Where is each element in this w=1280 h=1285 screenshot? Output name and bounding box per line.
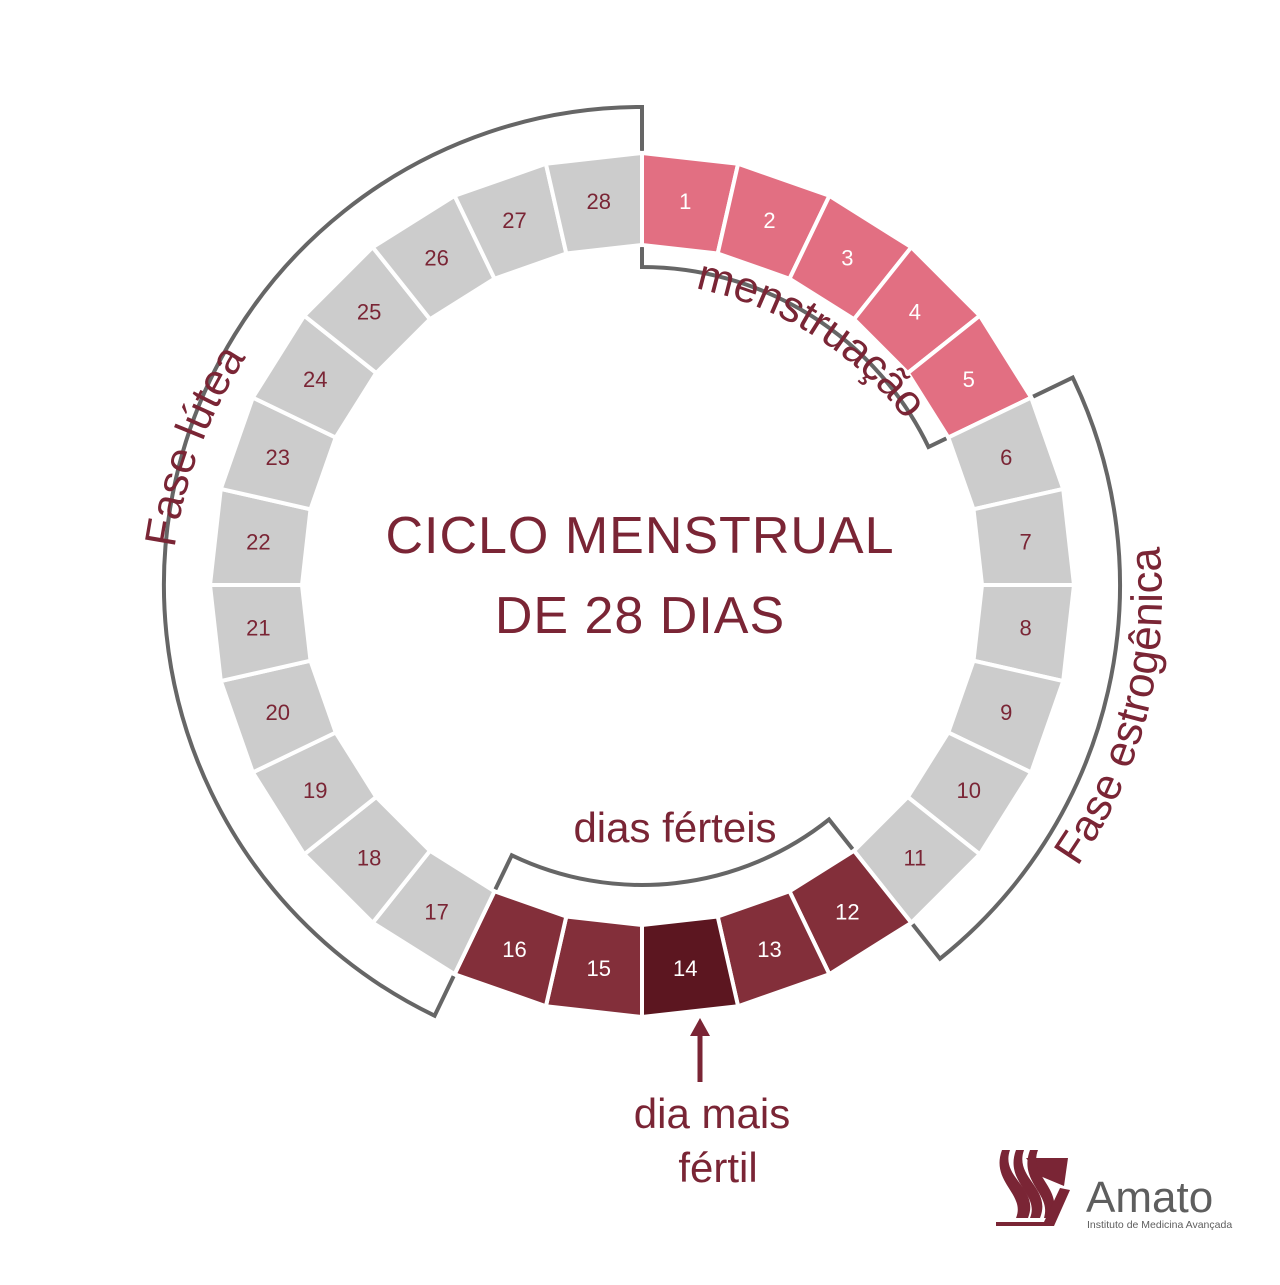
day-number-6: 6 xyxy=(1000,445,1012,470)
day-number-27: 27 xyxy=(502,208,526,233)
day-number-21: 21 xyxy=(246,616,270,641)
day-number-8: 8 xyxy=(1019,616,1031,641)
menstruation-bracket xyxy=(640,247,948,450)
day-number-17: 17 xyxy=(424,899,448,924)
day-number-24: 24 xyxy=(303,367,327,392)
day-number-23: 23 xyxy=(265,445,289,470)
day-number-20: 20 xyxy=(265,700,289,725)
day-number-14: 14 xyxy=(673,956,697,981)
day-number-28: 28 xyxy=(587,189,611,214)
diagram-title-line1: CICLO MENSTRUAL xyxy=(385,507,895,565)
day-number-25: 25 xyxy=(357,300,381,325)
peak-day-arrow xyxy=(690,1018,710,1082)
day-segment-28 xyxy=(543,150,644,256)
day-number-16: 16 xyxy=(502,937,526,962)
luteal-phase-bracket xyxy=(161,104,644,1019)
peak-day-label-line2: fértil xyxy=(678,1144,757,1191)
amato-logo-name: Amato xyxy=(1086,1173,1213,1222)
day-segments: 1234567891011121314151617181920212223242… xyxy=(207,150,1077,1020)
day-number-9: 9 xyxy=(1000,700,1012,725)
day-number-1: 1 xyxy=(679,189,691,214)
diagram-title-line2: DE 28 DIAS xyxy=(494,587,786,645)
day-number-5: 5 xyxy=(963,367,975,392)
estrogenic-phase-bracket xyxy=(911,374,1123,962)
day-number-22: 22 xyxy=(246,529,270,554)
phase-brackets xyxy=(161,104,1123,1019)
fertile-days-label: dias férteis xyxy=(573,804,776,851)
day-number-19: 19 xyxy=(303,778,327,803)
day-number-26: 26 xyxy=(424,246,448,271)
day-number-18: 18 xyxy=(357,845,381,870)
day-number-15: 15 xyxy=(587,956,611,981)
fertile-days-bracket xyxy=(493,816,855,891)
day-number-3: 3 xyxy=(841,246,853,271)
amato-logo-mark xyxy=(996,1150,1070,1226)
day-number-13: 13 xyxy=(757,937,781,962)
day-number-2: 2 xyxy=(763,208,775,233)
day-number-4: 4 xyxy=(909,300,921,325)
amato-logo: Amato Instituto de Medicina Avançada xyxy=(996,1150,1232,1231)
day-number-10: 10 xyxy=(957,778,981,803)
day-number-12: 12 xyxy=(835,899,859,924)
amato-logo-subtitle: Instituto de Medicina Avançada xyxy=(1087,1219,1232,1231)
day-number-11: 11 xyxy=(903,845,926,870)
peak-day-label-line1: dia mais xyxy=(634,1090,790,1137)
day-number-7: 7 xyxy=(1019,529,1031,554)
